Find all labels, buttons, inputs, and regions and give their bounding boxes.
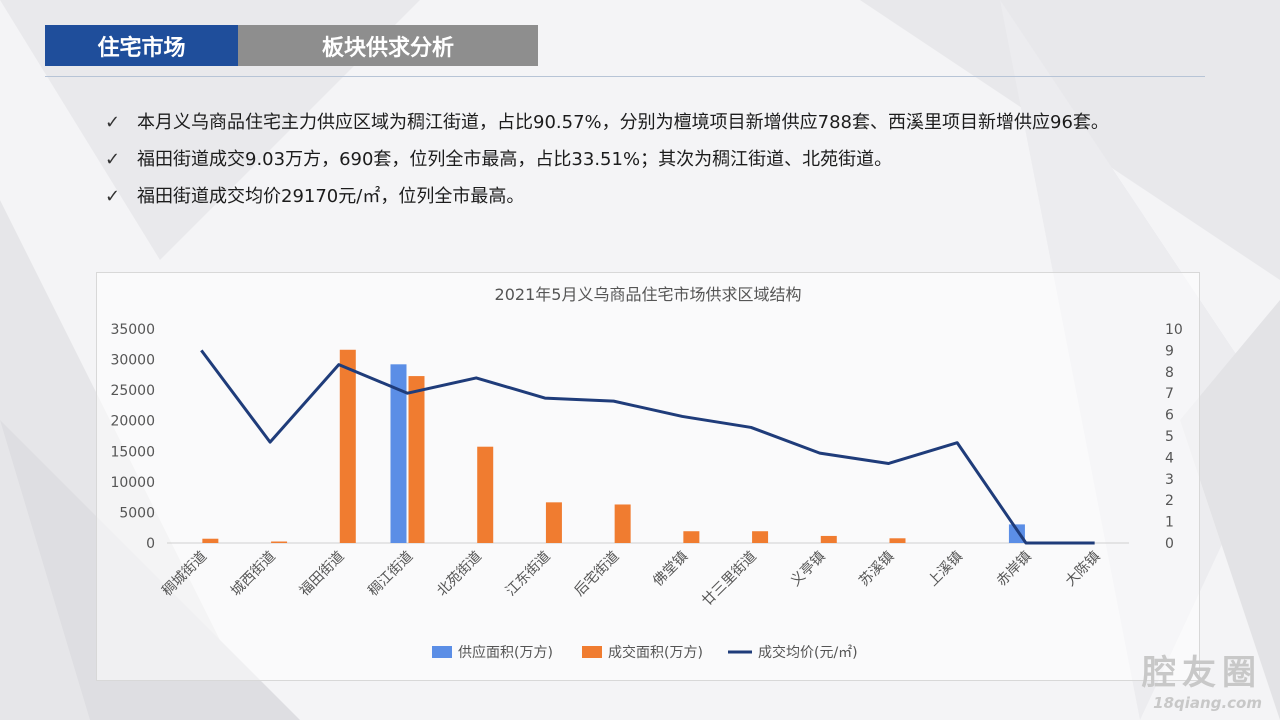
y-right-tick-label: 10 [1165, 322, 1183, 338]
chart-title: 2021年5月义乌商品住宅市场供求区域结构 [495, 285, 802, 304]
x-tick-label: 后宅街道 [572, 549, 623, 600]
legend-swatch [582, 646, 602, 658]
bullet-item: ✓ 本月义乌商品住宅主力供应区域为稠江街道，占比90.57%，分别为檀境项目新增… [105, 106, 1185, 139]
chart-container: 2021年5月义乌商品住宅市场供求区域结构 0 5000 10000 15000 2000… [96, 272, 1200, 681]
chart-svg: 2021年5月义乌商品住宅市场供求区域结构 0 5000 10000 15000 2000… [110, 285, 1183, 661]
bullet-item: ✓ 福田街道成交9.03万方，690套，位列全市最高，占比33.51%；其次为稠… [105, 143, 1185, 176]
watermark: 腔友圈 18qiang.com [1142, 645, 1262, 712]
tab-residential-market: 住宅市场 [45, 25, 238, 66]
bar-deal [202, 538, 219, 543]
y-left-tick-label: 0 [146, 536, 155, 552]
y-right-tick-label: 2 [1165, 493, 1174, 509]
bar-deal [477, 446, 494, 543]
bullet-item: ✓ 福田街道成交均价29170元/㎡，位列全市最高。 [105, 180, 1185, 213]
bar-deal [752, 531, 769, 543]
x-tick-label: 廿三里街道 [699, 549, 760, 610]
x-tick-label: 城西街道 [228, 549, 279, 600]
y-left-tick-label: 30000 [110, 353, 155, 369]
x-tick-label: 稠城街道 [159, 549, 210, 600]
y-right-tick-label: 3 [1165, 472, 1174, 488]
y-right-tick-label: 4 [1165, 450, 1174, 466]
x-tick-label: 赤岸镇 [994, 549, 1035, 590]
bar-deal [614, 504, 631, 543]
x-tick-label: 义亭镇 [787, 548, 829, 590]
bullet-text: 福田街道成交均价29170元/㎡，位列全市最高。 [137, 186, 525, 207]
x-tick-label: 江东街道 [503, 549, 554, 600]
bullet-text: 福田街道成交9.03万方，690套，位列全市最高，占比33.51%；其次为稠江街… [137, 149, 893, 170]
y-left-tick-label: 15000 [110, 444, 155, 460]
x-tick-label: 稠江街道 [365, 549, 416, 600]
y-left-tick-label: 10000 [110, 475, 155, 491]
legend-label: 成交面积(万方) [608, 644, 703, 661]
x-tick-label: 福田街道 [297, 549, 348, 600]
bar-supply [390, 364, 407, 543]
check-icon: ✓ [105, 112, 121, 133]
y-left-tick-label: 25000 [110, 383, 155, 399]
legend-label: 供应面积(万方) [458, 644, 553, 661]
y-left-tick-label: 35000 [110, 322, 155, 338]
x-tick-label: 苏溪镇 [856, 549, 897, 590]
y-right-tick-label: 0 [1165, 536, 1174, 552]
bar-deal [408, 376, 425, 543]
legend-swatch [432, 646, 452, 658]
y-left-tick-label: 20000 [110, 414, 155, 430]
line-price [200, 349, 1095, 545]
watermark-logo-text: 腔友圈 [1142, 653, 1262, 693]
bar-deal [339, 349, 356, 543]
header-divider [45, 76, 1205, 77]
bullet-text: 本月义乌商品住宅主力供应区域为稠江街道，占比90.57%，分别为檀境项目新增供应… [137, 112, 1109, 133]
x-tick-label: 上溪镇 [925, 549, 966, 590]
check-icon: ✓ [105, 149, 121, 170]
header: 住宅市场 板块供求分析 [45, 25, 538, 66]
legend-label: 成交均价(元/㎡) [758, 644, 858, 661]
tab-district-supply-demand: 板块供求分析 [238, 25, 538, 66]
y-left-tick-label: 5000 [119, 505, 155, 521]
bar-deal [820, 535, 837, 543]
y-right-tick-label: 9 [1165, 343, 1174, 359]
bar-deal [545, 502, 562, 543]
bullet-list: ✓ 本月义乌商品住宅主力供应区域为稠江街道，占比90.57%，分别为檀境项目新增… [105, 106, 1185, 217]
x-tick-label: 佛堂镇 [650, 549, 691, 590]
check-icon: ✓ [105, 186, 121, 207]
y-right-tick-label: 6 [1165, 408, 1174, 424]
y-right-tick-label: 1 [1165, 515, 1174, 531]
y-right-tick-label: 7 [1165, 386, 1174, 402]
y-right-tick-label: 5 [1165, 429, 1174, 445]
y-right-tick-label: 8 [1165, 365, 1174, 381]
x-tick-label: 大陈镇 [1062, 548, 1104, 590]
x-tick-label: 北苑街道 [434, 549, 485, 600]
bar-deal [889, 538, 906, 543]
bar-deal [683, 531, 700, 543]
bar-deal [271, 541, 288, 543]
watermark-url: 18qiang.com [1153, 694, 1262, 712]
